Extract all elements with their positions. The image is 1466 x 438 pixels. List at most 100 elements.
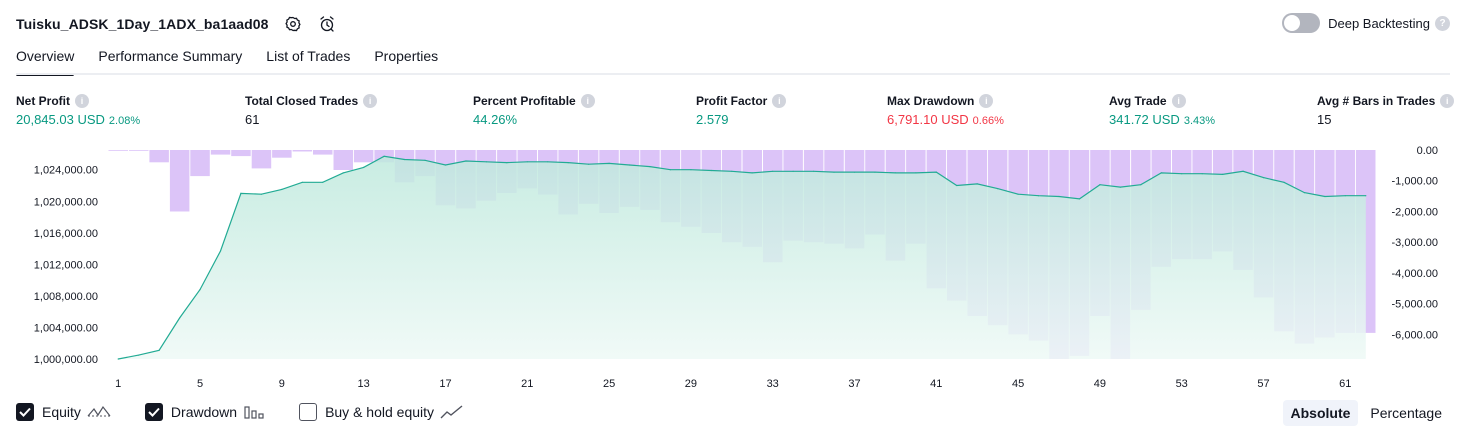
bars-icon [243, 404, 265, 420]
right-tick-label: -4,000.00 [1392, 268, 1438, 280]
stat-avg-trade: Avg Trade i 341.72 USD 3.43% [1109, 94, 1215, 127]
equity-point [690, 169, 692, 171]
stat-label: Net Profit [16, 94, 70, 108]
percentage-button[interactable]: Percentage [1370, 405, 1442, 421]
info-icon[interactable]: i [1171, 94, 1186, 108]
x-tick-label: 21 [521, 378, 533, 390]
info-icon[interactable]: i [979, 94, 994, 108]
drawdown-checkbox[interactable] [144, 403, 163, 421]
equity-point [1365, 195, 1367, 197]
x-tick-label: 33 [767, 378, 779, 390]
equity-point [813, 170, 815, 172]
x-tick-label: 61 [1339, 378, 1351, 390]
info-icon[interactable]: i [75, 94, 89, 108]
tab-divider [16, 73, 1450, 75]
equity-point [260, 193, 262, 195]
right-tick-label: -6,000.00 [1392, 329, 1438, 341]
stats-row: Net Profit i 20,845.03 USD 2.08% Total Clo… [16, 94, 1455, 130]
equity-point [506, 162, 508, 164]
equity-point [1283, 181, 1285, 183]
equity-point [649, 166, 651, 168]
drawdown-bar [272, 150, 292, 158]
legend-label: Buy & hold equity [325, 404, 435, 420]
equity-checkbox[interactable] [16, 403, 34, 421]
equity-point [383, 155, 385, 157]
stat-total-closed-trades: Total Closed Trades i 61 [245, 94, 378, 127]
deep-backtesting-toggle[interactable] [1282, 13, 1321, 33]
trend-line-icon [440, 404, 464, 420]
legend-drawdown[interactable]: Drawdown [144, 403, 265, 421]
help-icon[interactable]: ? [1435, 15, 1450, 31]
drawdown-bar [149, 150, 169, 163]
equity-point [935, 171, 937, 173]
stat-label: Avg Trade [1109, 94, 1167, 108]
equity-point [465, 160, 467, 162]
equity-point [1037, 195, 1040, 197]
equity-point [1303, 192, 1305, 194]
equity-point [833, 171, 835, 173]
info-icon[interactable]: i [1440, 94, 1455, 108]
equity-point [219, 250, 222, 252]
x-tick-label: 1 [115, 378, 121, 390]
equity-point [424, 159, 426, 161]
stat-percent: 0.66% [972, 115, 1004, 127]
stat-profit-factor: Profit Factor i 2.579 [696, 94, 787, 127]
drawdown-bar [190, 150, 210, 177]
legend-buy-hold[interactable]: Buy & hold equity [299, 403, 464, 421]
stat-avg-bars: Avg # Bars in Trades i 15 [1317, 94, 1455, 127]
equity-point [342, 172, 344, 174]
tab-list-of-trades[interactable]: List of Trades [266, 48, 351, 64]
stat-label: Avg # Bars in Trades [1317, 94, 1436, 108]
drawdown-bar [251, 150, 272, 169]
stat-value: 20,845.03 USD [16, 112, 105, 127]
equity-point [956, 184, 958, 187]
info-icon[interactable]: i [580, 94, 595, 108]
equity-point [322, 181, 324, 183]
settings-gear-icon[interactable] [283, 14, 303, 34]
equity-point [1160, 172, 1162, 174]
x-axis: 1 5 9 13 17 21 25 29 33 37 41 45 49 53 57 61 [115, 378, 1351, 390]
x-tick-label: 17 [439, 378, 451, 390]
equity-line-icon [87, 404, 111, 420]
left-tick-label: 1,024,000.00 [34, 165, 98, 177]
drawdown-bar [129, 150, 149, 151]
x-tick-label: 57 [1257, 378, 1269, 390]
info-icon[interactable]: i [772, 94, 787, 108]
equity-drawdown-chart[interactable]: 1,000,000.00 1,004,000.00 1,008,000.00 1,01… [0, 138, 1466, 396]
tab-overview[interactable]: Overview [16, 46, 75, 76]
info-icon[interactable]: i [363, 94, 378, 108]
stat-value: 61 [245, 112, 260, 127]
equity-point [1099, 184, 1101, 186]
equity-point [117, 358, 119, 360]
equity-point [240, 192, 242, 194]
absolute-button[interactable]: Absolute [1282, 400, 1359, 426]
tab-performance-summary[interactable]: Performance Summary [98, 48, 243, 64]
legend-label: Equity [42, 404, 81, 420]
tab-properties[interactable]: Properties [374, 48, 439, 64]
drawdown-bar [333, 150, 353, 170]
equity-point [567, 162, 569, 164]
equity-point [976, 183, 978, 185]
legend-equity[interactable]: Equity [16, 403, 111, 421]
drawdown-bar [210, 150, 231, 155]
x-tick-label: 25 [603, 378, 615, 390]
equity-point [710, 169, 712, 172]
alarm-clock-icon[interactable] [317, 14, 337, 34]
stat-value: 6,791.10 USD [887, 112, 969, 127]
equity-point [281, 188, 283, 190]
x-tick-label: 37 [848, 378, 860, 390]
stat-percent: 2.08% [108, 115, 141, 127]
stat-percent: 3.43% [1183, 115, 1216, 127]
stat-label: Profit Factor [696, 94, 768, 108]
equity-point [1058, 195, 1060, 198]
drawdown-bar [108, 150, 128, 151]
equity-point [547, 161, 549, 163]
right-tick-label: -3,000.00 [1392, 237, 1438, 249]
drawdown-bar [292, 150, 313, 152]
right-tick-label: -1,000.00 [1392, 176, 1438, 188]
left-axis: 1,000,000.00 1,004,000.00 1,008,000.00 1,01… [34, 165, 98, 366]
equity-point [997, 188, 999, 190]
toggle-knob [1284, 15, 1301, 31]
x-tick-label: 49 [1094, 378, 1106, 390]
buy-hold-checkbox[interactable] [299, 403, 318, 421]
